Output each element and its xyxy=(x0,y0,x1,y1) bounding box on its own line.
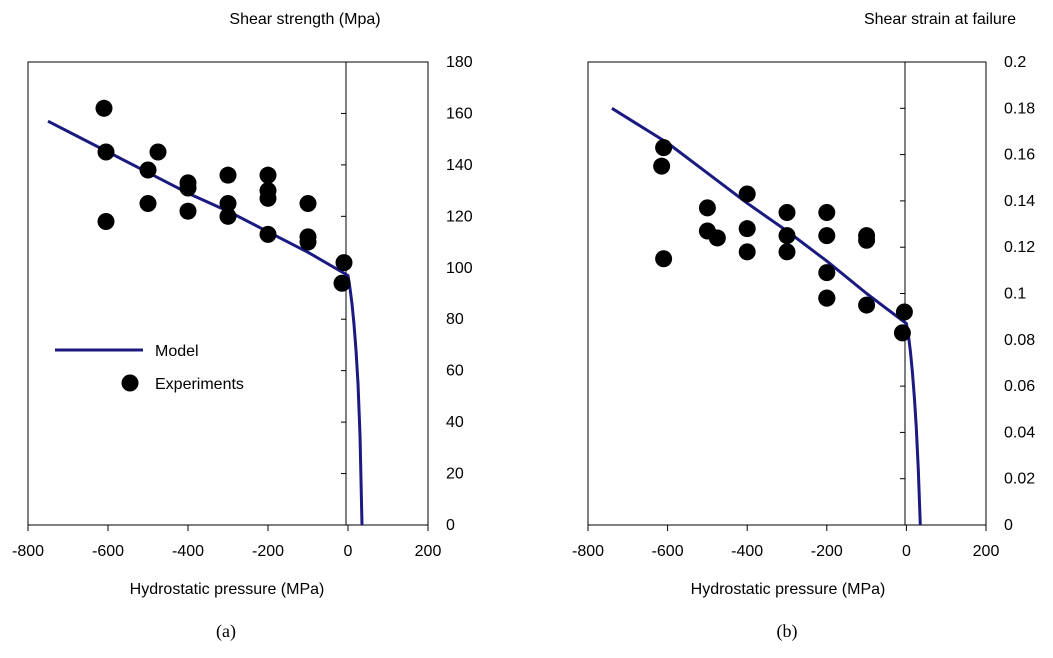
experiment-point xyxy=(818,203,836,221)
legend-experiments-swatch xyxy=(121,374,139,392)
experiment-point xyxy=(895,303,913,321)
x-tick-label: -400 xyxy=(731,543,763,560)
experiment-point xyxy=(738,220,756,238)
experiment-point xyxy=(893,324,911,342)
x-tick-label: 200 xyxy=(415,543,442,560)
experiment-point xyxy=(653,157,671,175)
experiment-point xyxy=(818,264,836,282)
experiment-point xyxy=(219,194,237,212)
panel-label: (b) xyxy=(777,621,798,642)
y-tick-label: 80 xyxy=(446,311,464,328)
experiment-point xyxy=(818,227,836,245)
x-tick-label: -200 xyxy=(811,543,843,560)
x-tick-label: -600 xyxy=(92,543,124,560)
experiment-point xyxy=(95,99,113,117)
y-tick-label: 0.2 xyxy=(1004,54,1026,71)
experiment-point xyxy=(97,212,115,230)
experiment-point xyxy=(778,227,796,245)
experiment-point xyxy=(818,289,836,307)
y-tick-label: 160 xyxy=(446,105,473,122)
y-tick-label: 100 xyxy=(446,260,473,277)
legend: Model Experiments xyxy=(55,343,244,393)
x-tick-label: -600 xyxy=(652,543,684,560)
experiment-point xyxy=(179,202,197,220)
y-tick-label: 0.06 xyxy=(1004,378,1035,395)
y-axis-label: Shear strain at failure xyxy=(864,11,1016,28)
experiment-point xyxy=(778,203,796,221)
experiment-point xyxy=(219,166,237,184)
experiment-point xyxy=(655,250,673,268)
experiment-point xyxy=(708,229,726,247)
y-tick-label: 20 xyxy=(446,466,464,483)
y-axis-label: Shear strength (Mpa) xyxy=(229,11,380,28)
x-tick-label: -800 xyxy=(12,543,44,560)
y-tick-label: 0.02 xyxy=(1004,471,1035,488)
experiment-point xyxy=(179,179,197,197)
x-axis-label: Hydrostatic pressure (MPa) xyxy=(691,581,886,598)
experiment-point xyxy=(858,296,876,314)
x-tick-label: 200 xyxy=(973,543,1000,560)
y-tick-label: 0.18 xyxy=(1004,100,1035,117)
experiment-point xyxy=(259,225,277,243)
y-tick-label: 0.14 xyxy=(1004,193,1035,210)
experiment-point xyxy=(219,207,237,225)
legend-model-label: Model xyxy=(155,343,199,360)
experiment-point xyxy=(259,166,277,184)
experiment-point xyxy=(139,194,157,212)
experiment-point xyxy=(299,233,317,251)
panel-label: (a) xyxy=(216,621,236,642)
y-tick-label: 140 xyxy=(446,157,473,174)
plot-frame xyxy=(27,61,429,526)
experiment-point xyxy=(149,143,167,161)
experiment-point xyxy=(299,194,317,212)
x-tick-label: 0 xyxy=(344,543,353,560)
model-line xyxy=(611,107,922,526)
experiment-point xyxy=(698,199,716,217)
experiment-point xyxy=(778,243,796,261)
experiment-point xyxy=(139,161,157,179)
x-axis-label: Hydrostatic pressure (MPa) xyxy=(130,581,325,598)
y-tick-label: 40 xyxy=(446,414,464,431)
legend-experiments-label: Experiments xyxy=(155,376,244,393)
model-line xyxy=(47,119,364,526)
y-tick-label: 180 xyxy=(446,54,473,71)
experiment-point xyxy=(259,189,277,207)
plot-frame xyxy=(587,61,987,526)
y-tick-label: 0 xyxy=(1004,517,1013,534)
chart-panel-1: 0 20 40 60 80 100 120 140 160 180 -800 -600 -400 -200… xyxy=(12,11,473,642)
x-tick-label: -400 xyxy=(172,543,204,560)
experiment-point xyxy=(335,254,353,272)
x-tick-label: -200 xyxy=(252,543,284,560)
experiment-point xyxy=(333,274,351,292)
experiment-point xyxy=(97,143,115,161)
y-tick-label: 0.12 xyxy=(1004,239,1035,256)
experiment-point xyxy=(738,185,756,203)
y-tick-label: 0.04 xyxy=(1004,424,1035,441)
y-tick-label: 60 xyxy=(446,363,464,380)
x-tick-label: -800 xyxy=(572,543,604,560)
experiment-point xyxy=(655,139,673,157)
y-tick-label: 0.1 xyxy=(1004,286,1026,303)
experiment-point xyxy=(858,231,876,249)
y-tick-label: 120 xyxy=(446,208,473,225)
x-tick-label: 0 xyxy=(902,543,911,560)
y-tick-label: 0 xyxy=(446,517,455,534)
y-tick-label: 0.08 xyxy=(1004,332,1035,349)
experiment-point xyxy=(738,243,756,261)
chart-panel-2: 0 0.02 0.04 0.06 0.08 0.1 0.12 0.14 0.16 0.18 0.2 -… xyxy=(572,11,1035,642)
y-tick-label: 0.16 xyxy=(1004,147,1035,164)
